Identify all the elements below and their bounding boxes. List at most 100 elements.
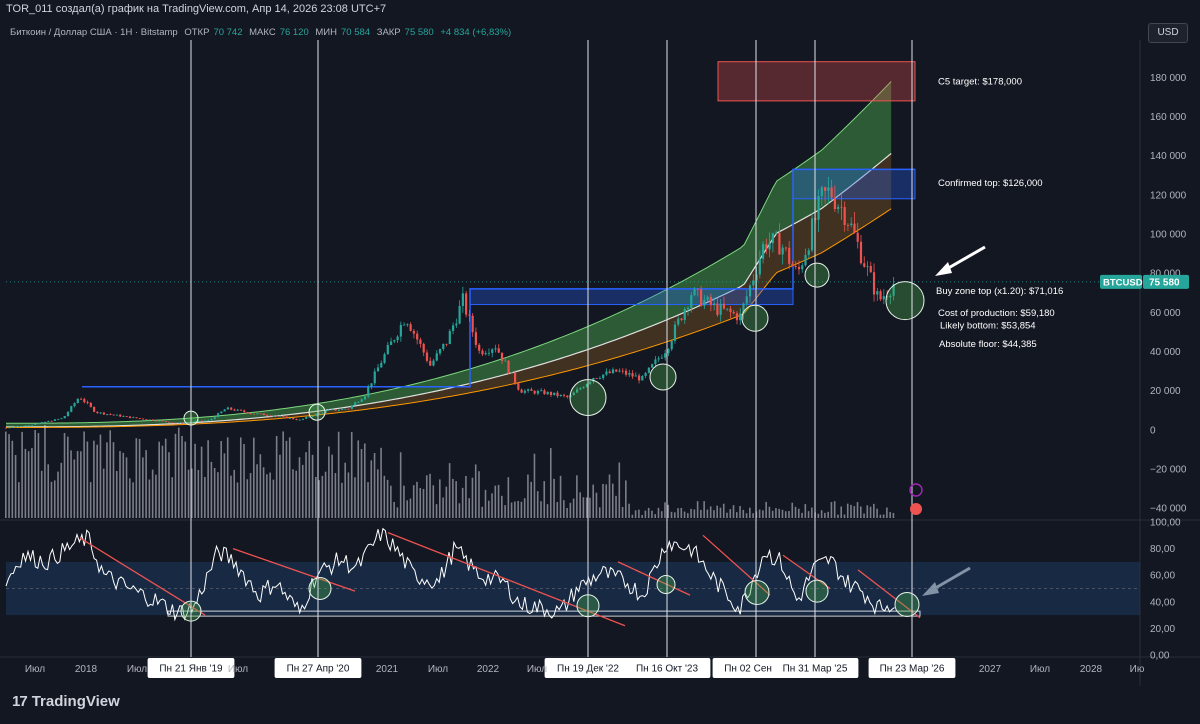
volume-bar — [86, 441, 89, 518]
candle — [429, 360, 432, 366]
candle — [536, 390, 540, 394]
candle — [869, 265, 872, 273]
volume-bar — [429, 473, 431, 518]
candle — [17, 426, 21, 427]
oscillator-trendline — [387, 532, 626, 627]
volume-bar — [811, 507, 813, 518]
volume-bar — [523, 498, 526, 518]
volume-bar — [497, 484, 500, 518]
volume-bar — [510, 502, 513, 518]
candle — [876, 291, 879, 295]
candle — [732, 312, 735, 314]
time-label: Пн 23 Мар '26 — [880, 664, 945, 675]
volume-bar — [670, 511, 673, 518]
cycle-top-staircase — [82, 168, 915, 388]
candle — [285, 416, 288, 419]
candle — [621, 370, 624, 372]
osc-y-tick-label: 20,00 — [1150, 624, 1175, 635]
candle — [213, 417, 216, 419]
volume-bar — [230, 475, 232, 518]
highlight-circle — [183, 410, 199, 426]
volume-bar — [657, 507, 660, 518]
oscillator-trendline — [617, 561, 691, 596]
candle — [892, 284, 895, 296]
candle — [618, 370, 621, 372]
volume-bar — [680, 507, 683, 518]
candle — [615, 369, 618, 372]
candle — [226, 407, 230, 410]
volume-bar — [324, 471, 327, 518]
candle — [481, 350, 484, 355]
candle — [523, 390, 526, 393]
candle — [197, 420, 200, 422]
volume-bar — [142, 457, 144, 518]
volume-bar — [37, 433, 40, 518]
candle — [203, 420, 207, 422]
oscillator-trendline — [782, 554, 831, 590]
candle — [275, 415, 278, 417]
candle — [791, 263, 794, 267]
volume-bar — [638, 509, 640, 518]
volume-bar — [595, 492, 598, 518]
highlight-circle — [885, 281, 925, 321]
candle — [761, 244, 765, 259]
candle — [752, 280, 755, 286]
volume-bar — [266, 474, 268, 518]
candle — [660, 357, 664, 359]
candle — [549, 392, 553, 396]
candle — [334, 409, 337, 411]
volume-bar — [194, 443, 196, 518]
candle — [207, 419, 210, 421]
candle — [314, 413, 318, 417]
volume-bar — [220, 441, 222, 518]
candle — [494, 348, 497, 350]
y-tick-label: −40 000 — [1150, 504, 1187, 515]
y-tick-label: 80 000 — [1150, 269, 1181, 280]
volume-bar — [859, 506, 862, 518]
volume-bar — [709, 506, 712, 518]
volume-bar — [468, 498, 470, 518]
volume-bar — [50, 481, 53, 518]
volume-bar — [840, 506, 843, 518]
volume-bar — [363, 443, 366, 518]
candle — [223, 409, 226, 412]
volume-bar — [892, 512, 895, 518]
candle — [703, 299, 706, 306]
candle — [132, 417, 135, 419]
tradingview-logo[interactable]: 17 TradingView — [12, 693, 120, 710]
candle — [719, 303, 722, 315]
volume-group — [5, 424, 895, 518]
volume-bar — [781, 509, 784, 518]
volume-bar — [843, 514, 846, 518]
candle — [360, 399, 363, 402]
oscillator-trendline — [232, 547, 356, 592]
symbol-name[interactable]: Биткоин / Доллар США · 1Н · Bitstamp — [10, 27, 178, 38]
open-value: 70 742 — [213, 27, 243, 38]
candle — [367, 387, 370, 397]
candle — [89, 402, 92, 407]
volume-bar — [269, 472, 271, 518]
candle — [305, 417, 308, 419]
currency-button[interactable]: USD — [1148, 23, 1188, 43]
candle — [40, 422, 43, 424]
candle — [4, 427, 8, 429]
candle — [269, 415, 272, 417]
volume-bar — [393, 501, 395, 518]
volume-bar — [386, 479, 389, 518]
price-tag-symbol: BTCUSD — [1103, 277, 1143, 288]
volume-bar — [837, 514, 839, 518]
volume-bar — [99, 434, 102, 518]
candle — [106, 414, 109, 415]
candle — [846, 224, 850, 226]
volume-bar — [807, 511, 810, 518]
volume-bar — [115, 471, 118, 518]
candle — [357, 401, 360, 403]
y-tick-label: 180 000 — [1150, 73, 1187, 84]
candle — [442, 343, 445, 349]
candle — [569, 395, 572, 397]
annotation-label: Confirmed top: $126,000 — [938, 178, 1043, 189]
candle — [341, 408, 344, 410]
floor-band — [6, 153, 892, 428]
volume-bar — [687, 513, 689, 518]
